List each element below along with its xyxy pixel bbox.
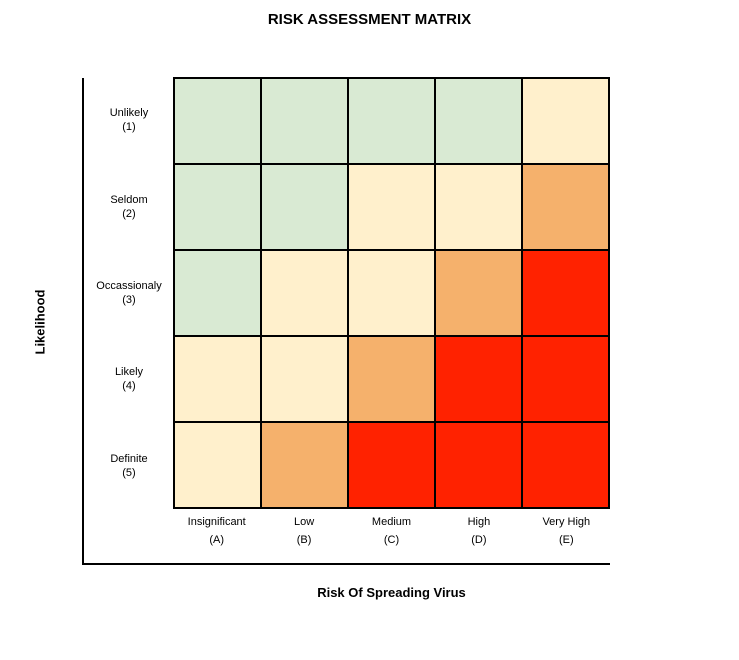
- matrix-cell-5-b: [261, 422, 348, 508]
- row-label: Occassionaly (3): [84, 279, 174, 307]
- matrix-cell-4-b: [261, 336, 348, 422]
- matrix-cell-4-c: [348, 336, 435, 422]
- row-label: Definite (5): [84, 452, 174, 480]
- risk-matrix-grid: [173, 77, 610, 509]
- column-label: Very High (E): [523, 513, 610, 549]
- matrix-cell-1-d: [435, 78, 522, 164]
- row-label: Likely (4): [84, 365, 174, 393]
- column-label-code: (B): [296, 534, 312, 546]
- row-label-name: Likely: [114, 366, 144, 379]
- y-axis-line: [82, 78, 84, 565]
- matrix-cell-5-d: [435, 422, 522, 508]
- column-label-code: (C): [383, 534, 400, 546]
- matrix-title: RISK ASSESSMENT MATRIX: [267, 11, 472, 28]
- row-label-name: Definite: [110, 452, 148, 465]
- column-label-name: Insignificant: [187, 516, 246, 528]
- row-label-name: Unlikely: [109, 107, 149, 120]
- row-label-code: (4): [122, 380, 136, 393]
- row-label-code: (5): [122, 466, 136, 479]
- matrix-cell-1-e: [522, 78, 609, 164]
- x-axis-line: [82, 563, 610, 565]
- row-label: Seldom (2): [84, 193, 174, 221]
- matrix-cell-1-b: [261, 78, 348, 164]
- column-label-code: (D): [471, 534, 487, 546]
- matrix-cell-3-b: [261, 250, 348, 336]
- matrix-cell-4-e: [522, 336, 609, 422]
- column-label-name: Medium: [371, 516, 412, 528]
- column-label-name: Low: [293, 516, 315, 528]
- matrix-cell-4-d: [435, 336, 522, 422]
- matrix-cell-2-b: [261, 164, 348, 250]
- column-label: High (D): [435, 513, 522, 549]
- matrix-cell-5-a: [174, 422, 261, 508]
- matrix-cell-2-d: [435, 164, 522, 250]
- column-label-name: High: [467, 516, 491, 528]
- y-axis-title: Likelihood: [32, 289, 48, 355]
- row-label-code: (3): [122, 294, 136, 306]
- matrix-cell-5-e: [522, 422, 609, 508]
- row-label: Unlikely (1): [84, 106, 174, 134]
- x-axis-title: Risk Of Spreading Virus: [317, 585, 466, 600]
- row-label-name: Seldom: [110, 193, 148, 206]
- column-label: Low (B): [260, 513, 347, 549]
- matrix-cell-2-e: [522, 164, 609, 250]
- matrix-cell-5-c: [348, 422, 435, 508]
- column-label: Insignificant (A): [173, 513, 260, 549]
- matrix-cell-2-a: [174, 164, 261, 250]
- matrix-cell-3-c: [348, 250, 435, 336]
- matrix-cell-4-a: [174, 336, 261, 422]
- row-label-code: (2): [122, 207, 136, 220]
- matrix-cell-2-c: [348, 164, 435, 250]
- column-label-name: Very High: [542, 516, 591, 528]
- matrix-cell-3-a: [174, 250, 261, 336]
- row-label-name: Occassionaly: [96, 280, 162, 292]
- column-label-code: (E): [558, 534, 574, 546]
- column-label: Medium (C): [348, 513, 435, 549]
- matrix-cell-1-a: [174, 78, 261, 164]
- matrix-cell-1-c: [348, 78, 435, 164]
- matrix-cell-3-e: [522, 250, 609, 336]
- matrix-cell-3-d: [435, 250, 522, 336]
- row-label-code: (1): [122, 121, 136, 134]
- column-label-code: (A): [209, 534, 225, 546]
